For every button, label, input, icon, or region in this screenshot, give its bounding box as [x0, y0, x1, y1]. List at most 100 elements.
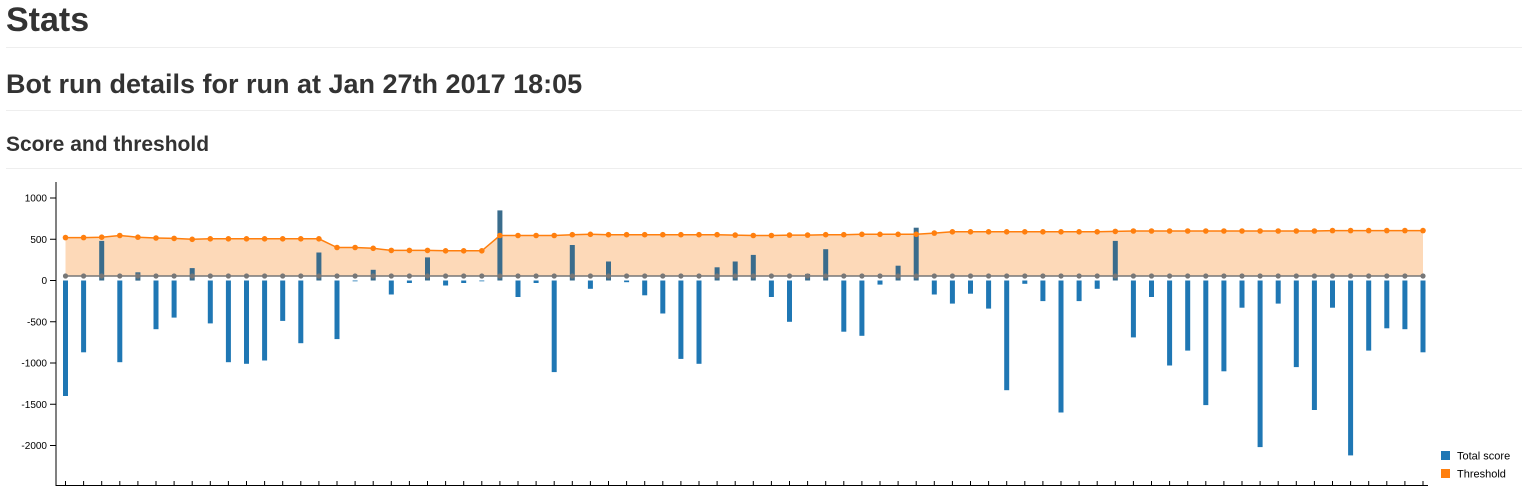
- y-tick-label: -500: [27, 317, 47, 328]
- score-bar: [1366, 280, 1372, 351]
- threshold-point: [605, 231, 612, 238]
- title-divider: [6, 47, 1522, 48]
- baseline-point: [370, 273, 376, 279]
- threshold-point: [1166, 228, 1173, 234]
- threshold-point: [1184, 228, 1191, 234]
- baseline-point: [1040, 273, 1046, 279]
- baseline-point: [931, 273, 937, 279]
- page-title: Stats: [6, 1, 90, 39]
- baseline-point: [1402, 273, 1408, 279]
- section-divider: [6, 168, 1522, 169]
- score-bar: [931, 280, 937, 295]
- threshold-area: [65, 230, 1423, 276]
- threshold-point: [1329, 227, 1336, 234]
- baseline-point: [479, 273, 485, 279]
- baseline-point: [1022, 273, 1028, 279]
- threshold-point: [696, 231, 702, 238]
- score-bar: [425, 257, 430, 281]
- threshold-point: [1221, 228, 1227, 234]
- baseline-series: [62, 273, 1426, 279]
- score-bar: [551, 280, 557, 373]
- score-bar: [1112, 240, 1118, 281]
- threshold-point: [189, 236, 195, 243]
- score-bar: [515, 280, 521, 297]
- score-bar: [298, 280, 304, 344]
- threshold-point: [641, 231, 648, 238]
- threshold-point: [279, 236, 286, 242]
- subtitle-divider: [6, 110, 1522, 111]
- score-bar: [99, 240, 105, 281]
- score-bar: [986, 280, 992, 309]
- baseline-point: [1203, 273, 1209, 279]
- score-bar: [1149, 280, 1154, 297]
- baseline-point: [81, 273, 87, 279]
- legend-label: Total score: [1457, 451, 1510, 463]
- baseline-point: [298, 273, 304, 279]
- threshold-point: [913, 231, 919, 238]
- baseline-point: [895, 273, 901, 279]
- score-bar: [280, 280, 286, 321]
- baseline-point: [605, 273, 612, 279]
- baseline-point: [1221, 273, 1227, 279]
- threshold-point: [1076, 229, 1082, 235]
- threshold-point: [587, 231, 594, 238]
- baseline-point: [443, 273, 449, 279]
- threshold-point: [1003, 229, 1010, 235]
- threshold-point: [334, 244, 340, 251]
- score-bar: [696, 280, 702, 364]
- baseline-point: [334, 273, 340, 279]
- baseline-point: [1148, 273, 1155, 279]
- threshold-point: [732, 232, 738, 238]
- threshold-point: [460, 248, 467, 254]
- baseline-point: [153, 273, 159, 279]
- baseline-point: [750, 273, 756, 279]
- baseline-point: [316, 273, 322, 279]
- score-bar: [968, 280, 973, 294]
- score-bar: [732, 261, 738, 281]
- threshold-point: [569, 231, 576, 238]
- baseline-point: [569, 273, 575, 279]
- threshold-point: [515, 232, 521, 239]
- baseline-point: [1257, 273, 1263, 279]
- threshold-point: [678, 231, 684, 238]
- threshold-point: [623, 231, 630, 238]
- score-bar: [750, 254, 756, 281]
- baseline-point: [1094, 273, 1100, 279]
- threshold-point: [298, 236, 304, 242]
- score-bar: [913, 227, 919, 281]
- score-bar: [406, 280, 412, 283]
- threshold-line: [65, 229, 1423, 252]
- baseline-point: [913, 273, 919, 279]
- score-bar: [1004, 280, 1010, 391]
- baseline-point: [1329, 273, 1336, 279]
- chart-section-heading: Score and threshold: [6, 133, 210, 156]
- score-bar: [1293, 280, 1299, 368]
- score-bar: [1402, 280, 1408, 330]
- baseline-point: [786, 273, 793, 279]
- baseline-point: [99, 273, 105, 279]
- score-bar: [660, 280, 666, 314]
- score-bar: [1022, 280, 1028, 284]
- baseline-point: [117, 273, 123, 279]
- threshold-point: [1094, 229, 1100, 235]
- score-bar: [841, 280, 847, 332]
- threshold-point: [1311, 228, 1318, 234]
- baseline-point: [1058, 273, 1064, 279]
- baseline-point: [1239, 273, 1245, 279]
- score-bar: [533, 280, 539, 283]
- y-tick-label: 1000: [25, 194, 48, 205]
- baseline-point: [243, 273, 250, 279]
- score-bar: [587, 280, 593, 289]
- threshold-point: [660, 231, 666, 238]
- threshold-point: [1239, 228, 1245, 234]
- score-bar: [895, 265, 901, 281]
- baseline-point: [714, 273, 720, 279]
- baseline-point: [171, 273, 177, 279]
- score-bar: [1275, 280, 1281, 304]
- score-bar: [1094, 280, 1100, 289]
- baseline-point: [1275, 273, 1281, 279]
- threshold-point: [225, 236, 232, 242]
- threshold-point: [768, 232, 775, 239]
- threshold-point: [135, 234, 141, 240]
- run-details-heading: Bot run details for run at Jan 27th 2017…: [6, 69, 583, 99]
